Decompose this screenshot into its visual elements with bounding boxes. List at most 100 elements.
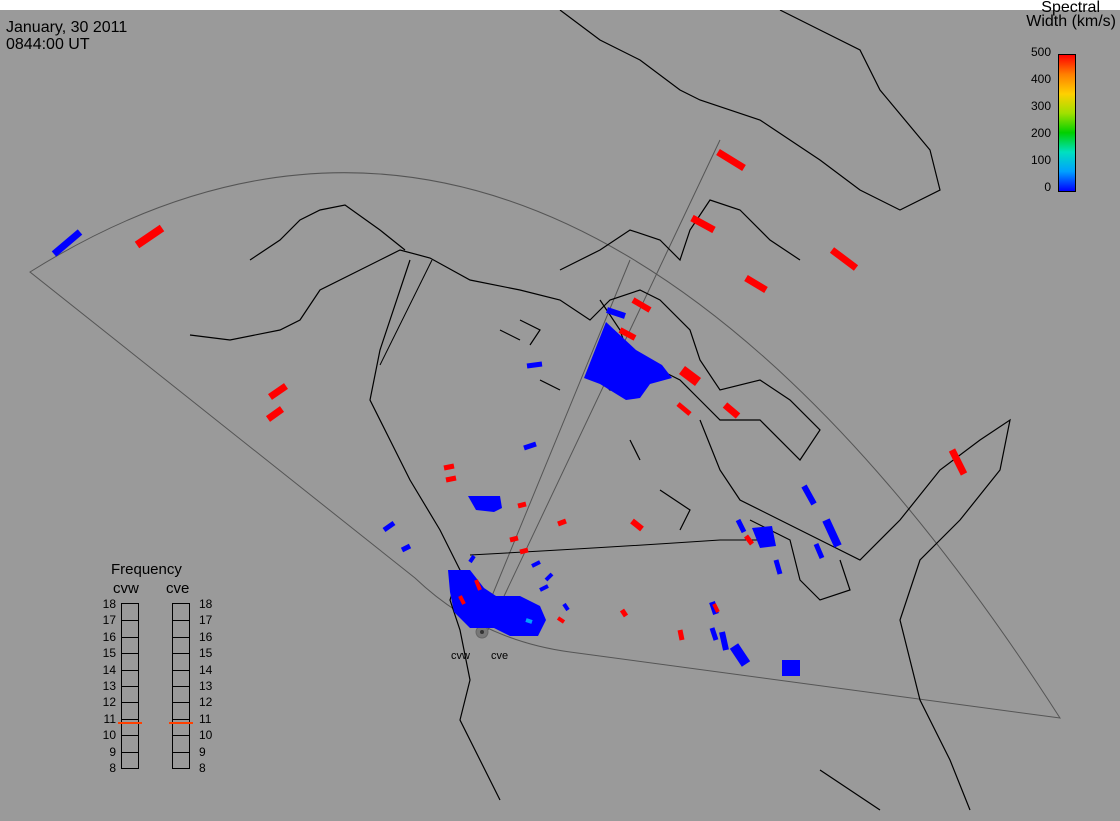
- frequency-gridline: [122, 669, 138, 671]
- scatter-cell: [382, 520, 396, 533]
- frequency-gridline: [173, 702, 189, 704]
- frequency-tick-label: 17: [102, 613, 116, 628]
- frequency-tick-label: 14: [199, 662, 213, 677]
- frequency-tick-label: 17: [199, 613, 213, 628]
- scatter-cell: [268, 383, 288, 400]
- scatter-cell: [606, 307, 626, 319]
- map-svg: [29, 10, 1062, 811]
- scatter-cell: [556, 616, 566, 624]
- colorbar-tick-label: 0: [1044, 180, 1051, 194]
- scatter-cell: [801, 484, 817, 506]
- scatter-cell: [716, 149, 746, 171]
- scatter-cell: [400, 543, 412, 553]
- colorbar-tick-label: 100: [1030, 153, 1051, 167]
- scatter-cell: [519, 547, 529, 555]
- scatter-cell: [509, 535, 519, 543]
- frequency-gridline: [122, 620, 138, 622]
- scatter-cell: [458, 595, 466, 605]
- scatter-cell: [722, 402, 741, 419]
- frequency-tick-label: 13: [102, 679, 116, 693]
- scatter-cell: [712, 603, 720, 613]
- scatter-cell: [474, 579, 482, 591]
- scatter-cell: [618, 327, 637, 341]
- frequency-tick-label: 9: [109, 744, 116, 759]
- scatter-cell: [265, 406, 285, 422]
- scatter-cell: [517, 501, 527, 509]
- scatter-cell: [948, 448, 968, 476]
- frequency-gridline: [173, 653, 189, 655]
- frequency-tick-label: 12: [102, 695, 116, 710]
- scatter-cell: [829, 247, 859, 271]
- radar-label-cvw: cvw: [451, 650, 470, 662]
- scatter-cell: [744, 274, 768, 294]
- scatter-cell: [525, 618, 533, 624]
- scatter-cell: [822, 518, 842, 548]
- frequency-tick-label: 15: [102, 646, 116, 661]
- scatter-cell: [782, 660, 800, 676]
- scatter-cell: [445, 475, 457, 483]
- scatter-cell: [443, 463, 455, 471]
- scatter-cell: [676, 402, 692, 416]
- colorbar-tick-label: 200: [1030, 126, 1051, 140]
- scatter-cell: [134, 224, 165, 249]
- frequency-gridline: [122, 751, 138, 753]
- scatter-cell: [744, 534, 754, 546]
- frequency-marker: [169, 722, 193, 725]
- frequency-gridline: [173, 686, 189, 687]
- scatter-cell: [752, 526, 776, 548]
- scatter-cell: [631, 297, 652, 313]
- map-plot-area: January, 30 2011 0844:00 UT: [0, 10, 1120, 821]
- field-of-view-boundary: [29, 172, 1062, 719]
- frequency-tick-label: 12: [199, 695, 213, 710]
- frequency-gridline: [122, 718, 138, 720]
- frequency-tick-label: 14: [102, 662, 116, 677]
- frequency-radar-label-cve: cve: [166, 580, 190, 597]
- scatter-cell: [813, 543, 825, 559]
- scatter-cell: [544, 572, 554, 582]
- frequency-scale-cvw: [118, 603, 142, 769]
- frequency-tick-label: 16: [199, 629, 213, 644]
- frequency-title: Frequency: [111, 561, 182, 578]
- scatter-cell: [557, 518, 567, 527]
- scatter-cell: [562, 602, 570, 612]
- scatter-cell: [539, 584, 549, 592]
- scatter-cell: [679, 366, 701, 386]
- scatter-cell: [523, 441, 537, 451]
- scatter-cell: [526, 361, 543, 369]
- scatter-cell: [51, 229, 83, 257]
- colorbar-tick-label: 300: [1030, 99, 1051, 113]
- frequency-tick-label: 10: [199, 728, 213, 743]
- scatter-layer: [51, 149, 968, 676]
- scatter-cell: [773, 559, 783, 575]
- scatter-cell: [448, 570, 546, 636]
- colorbar-title-line2: Width (km/s): [1026, 13, 1116, 30]
- scatter-cell: [619, 608, 629, 618]
- frequency-tick-label: 13: [199, 679, 213, 693]
- scatter-cell: [690, 214, 716, 234]
- frequency-gridline: [173, 620, 189, 622]
- coastlines: [189, 10, 1011, 811]
- frequency-tick-label: 11: [199, 711, 212, 726]
- scatter-cell: [735, 518, 747, 534]
- frequency-gridline: [122, 636, 138, 638]
- frequency-gridline: [173, 751, 189, 753]
- frequency-tick-label: 8: [199, 761, 206, 775]
- scatter-cell: [729, 643, 751, 667]
- frequency-radar-label-cvw: cvw: [113, 580, 139, 597]
- radar-site-center: [480, 630, 484, 634]
- date-label: January, 30 2011: [6, 19, 128, 36]
- political-boundaries: [379, 259, 760, 556]
- frequency-gridline: [173, 718, 189, 720]
- colorbar-tick-label: 500: [1030, 45, 1051, 59]
- frequency-gridline: [173, 669, 189, 671]
- scatter-cell: [468, 554, 476, 564]
- scatter-cell: [709, 627, 719, 641]
- frequency-tick-label: 10: [102, 728, 116, 743]
- frequency-scale-cve: [169, 603, 193, 769]
- colorbar-title-line1: Spectral: [1041, 0, 1100, 16]
- frequency-marker: [118, 722, 142, 725]
- colorbar-tick-label: 400: [1030, 72, 1051, 86]
- scatter-cell: [531, 560, 541, 568]
- frequency-gridline: [122, 686, 138, 687]
